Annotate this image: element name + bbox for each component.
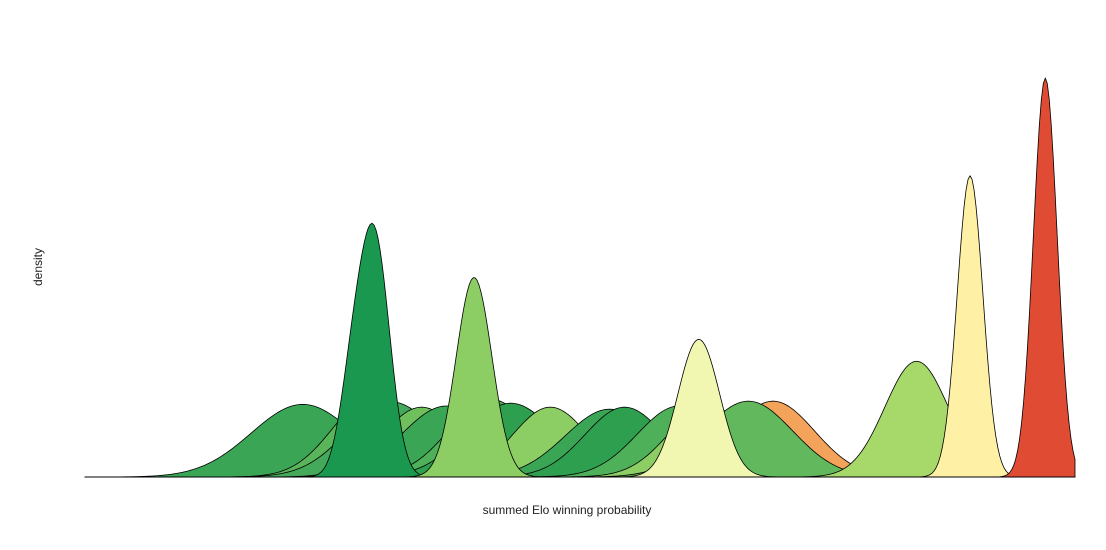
x-axis-label: summed Elo winning probability xyxy=(483,503,652,517)
plot-area xyxy=(84,77,1076,478)
y-axis-label: density xyxy=(31,248,45,286)
